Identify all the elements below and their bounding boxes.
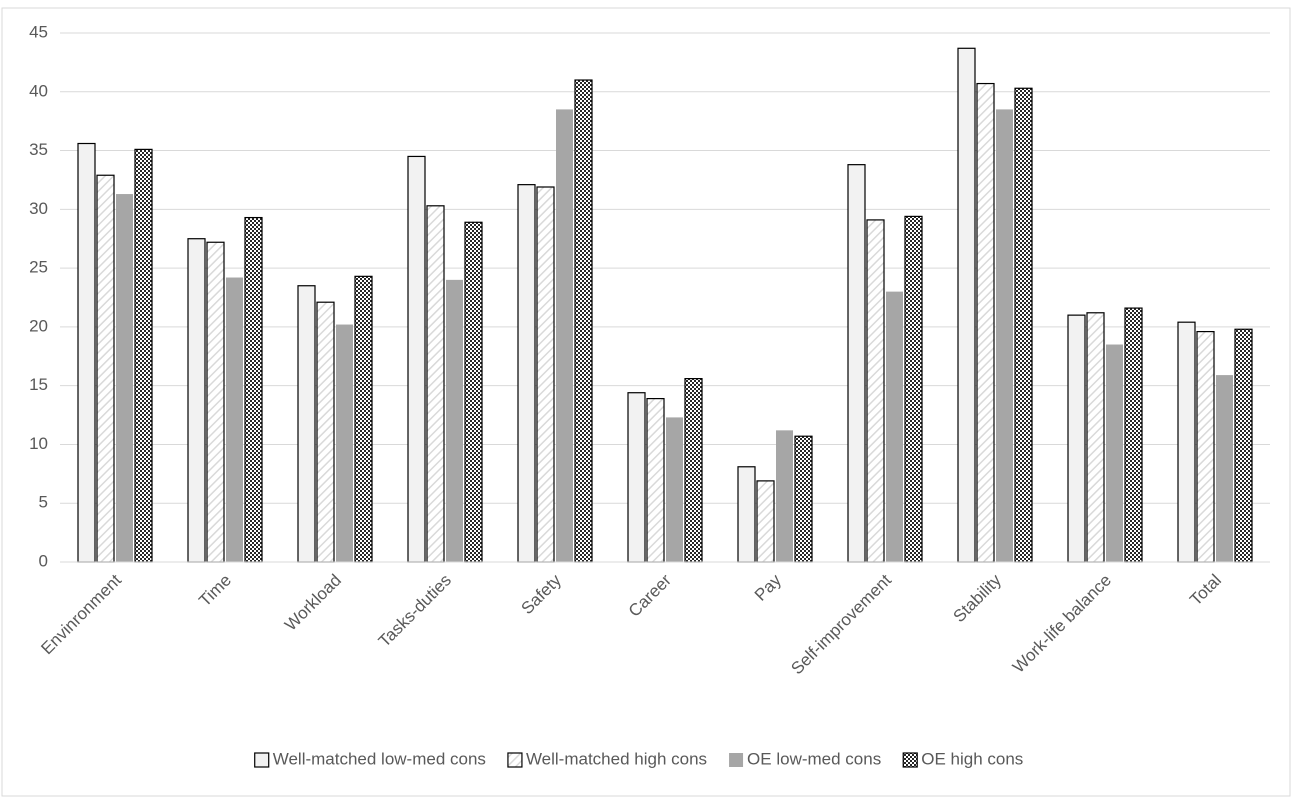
bar bbox=[776, 430, 793, 562]
x-tick-label: Stability bbox=[949, 570, 1005, 626]
legend-swatch bbox=[254, 752, 270, 768]
y-tick-label: 45 bbox=[29, 22, 48, 41]
bar bbox=[904, 215, 923, 563]
bar bbox=[77, 142, 96, 563]
legend-label: Well-matched high cons bbox=[526, 749, 707, 768]
bar bbox=[976, 82, 995, 563]
bar bbox=[1196, 330, 1215, 563]
legend-swatch bbox=[729, 753, 744, 767]
legend-label: OE high cons bbox=[921, 749, 1023, 768]
x-tick-label: Tasks-duties bbox=[375, 571, 455, 651]
y-tick-label: 15 bbox=[29, 375, 48, 394]
bar bbox=[957, 47, 976, 563]
bar bbox=[847, 164, 866, 563]
x-tick-label: Safety bbox=[517, 570, 565, 618]
bar bbox=[187, 238, 206, 563]
bar bbox=[297, 285, 316, 563]
y-tick-label: 35 bbox=[29, 140, 48, 159]
y-tick-label: 10 bbox=[29, 434, 48, 453]
legend-swatch bbox=[507, 752, 523, 768]
x-tick-label: Pay bbox=[751, 570, 786, 605]
bar bbox=[886, 291, 903, 562]
bar bbox=[536, 186, 555, 563]
y-tick-label: 5 bbox=[39, 493, 48, 512]
legend-label: Well-matched low-med cons bbox=[273, 749, 486, 768]
bar bbox=[96, 174, 115, 563]
bar bbox=[574, 79, 593, 563]
x-tick-label: Envinronment bbox=[37, 570, 125, 658]
bar bbox=[556, 109, 573, 563]
y-tick-label: 0 bbox=[39, 551, 48, 570]
bar bbox=[134, 148, 153, 563]
bar bbox=[517, 184, 536, 563]
bar bbox=[1014, 87, 1033, 563]
bar bbox=[464, 221, 483, 563]
legend-label: OE low-med cons bbox=[747, 749, 881, 768]
bar bbox=[1216, 375, 1233, 562]
bar bbox=[1067, 314, 1086, 563]
y-tick-label: 25 bbox=[29, 258, 48, 277]
x-tick-label: Self-improvement bbox=[787, 570, 895, 678]
bar bbox=[666, 417, 683, 562]
bar bbox=[996, 109, 1013, 563]
y-tick-label: 40 bbox=[29, 81, 48, 100]
x-tick-label: Work-life balance bbox=[1009, 571, 1115, 677]
x-tick-label: Career bbox=[625, 570, 675, 620]
bar bbox=[116, 194, 133, 562]
legend-swatch bbox=[902, 752, 918, 768]
bar bbox=[316, 301, 335, 563]
y-tick-label: 30 bbox=[29, 199, 48, 218]
bar bbox=[627, 392, 646, 563]
bar bbox=[407, 155, 426, 563]
bar bbox=[1234, 328, 1253, 563]
bar bbox=[206, 241, 225, 563]
x-tick-label: Total bbox=[1186, 571, 1225, 610]
x-tick-label: Time bbox=[195, 571, 235, 611]
bar bbox=[1177, 321, 1196, 563]
bar bbox=[756, 480, 775, 563]
bar bbox=[426, 205, 445, 563]
bar bbox=[446, 279, 463, 562]
bar bbox=[1086, 312, 1105, 563]
chart-border bbox=[1, 7, 1291, 797]
bar bbox=[737, 466, 756, 563]
bar bbox=[354, 275, 373, 563]
bar bbox=[684, 378, 703, 563]
bar bbox=[646, 397, 665, 563]
bar bbox=[866, 219, 885, 563]
y-tick-label: 20 bbox=[29, 316, 48, 335]
bar bbox=[1124, 307, 1143, 563]
bar bbox=[1106, 344, 1123, 562]
bar bbox=[336, 324, 353, 562]
bar bbox=[244, 216, 263, 563]
bar bbox=[794, 435, 813, 563]
bar bbox=[226, 277, 243, 562]
x-tick-label: Workload bbox=[281, 571, 345, 635]
